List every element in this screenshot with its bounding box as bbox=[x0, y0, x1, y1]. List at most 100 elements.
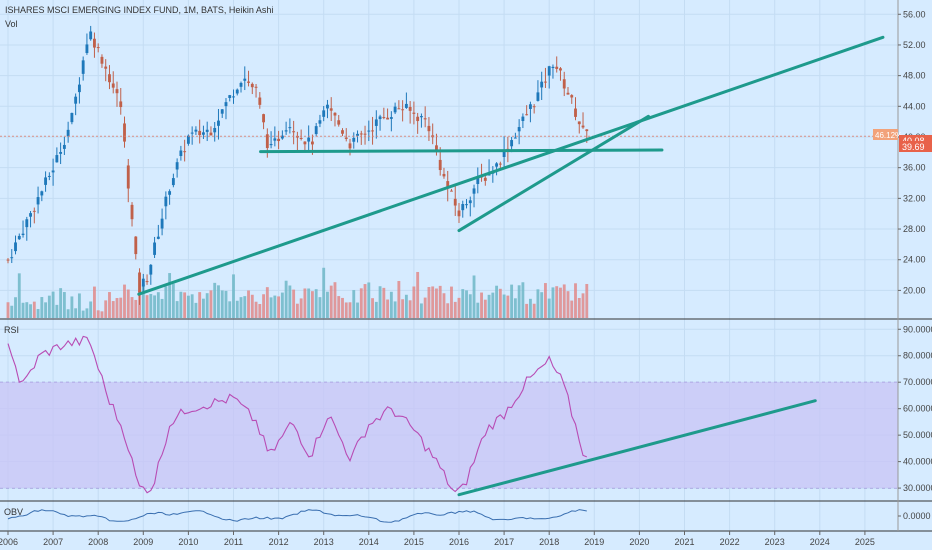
candle-body bbox=[371, 130, 374, 132]
rsi-tick-2: 50.0000 bbox=[903, 430, 932, 440]
rsi-band bbox=[0, 382, 898, 489]
volume-bar bbox=[438, 285, 442, 318]
candle-body bbox=[453, 198, 457, 206]
candle-body bbox=[502, 149, 506, 157]
volume-bar bbox=[62, 292, 66, 318]
volume-bar bbox=[371, 298, 374, 318]
volume-bar bbox=[528, 298, 532, 318]
rsi-line bbox=[7, 335, 588, 494]
volume-bar bbox=[412, 286, 416, 318]
volume-bar bbox=[427, 287, 431, 318]
volume-bar bbox=[329, 285, 333, 318]
volume-bar bbox=[265, 287, 269, 318]
volume-bar bbox=[536, 289, 540, 318]
candle-body bbox=[104, 66, 108, 69]
volume-bar bbox=[273, 295, 277, 318]
time-tick-7: 2013 bbox=[314, 537, 334, 547]
candle-body bbox=[175, 162, 179, 170]
volume-bar bbox=[202, 298, 205, 318]
price-trendline-2[interactable] bbox=[457, 114, 650, 233]
time-tick-9: 2015 bbox=[404, 537, 424, 547]
volume-bar bbox=[356, 302, 359, 318]
price-badge-0: 46.12% bbox=[875, 131, 902, 140]
volume-bar bbox=[243, 296, 247, 318]
volume-bar bbox=[581, 293, 585, 318]
candle-body bbox=[408, 106, 412, 111]
candle-body bbox=[412, 112, 416, 114]
candle-body bbox=[547, 66, 551, 76]
volume-bar bbox=[314, 289, 318, 318]
candle-body bbox=[6, 259, 10, 261]
volume-bar bbox=[288, 285, 292, 318]
volume-bar bbox=[303, 288, 307, 318]
candle-body bbox=[44, 177, 48, 185]
time-tick-12: 2018 bbox=[539, 537, 559, 547]
volume-bar bbox=[77, 293, 81, 318]
time-tick-6: 2012 bbox=[269, 537, 289, 547]
price-tick-2: 28.00 bbox=[903, 224, 926, 234]
volume-bar bbox=[40, 297, 44, 318]
volume-bar bbox=[235, 300, 239, 318]
trendlines[interactable] bbox=[137, 35, 885, 497]
candle-body bbox=[74, 96, 78, 104]
volume-bar bbox=[156, 292, 160, 318]
pane-separators bbox=[0, 0, 932, 532]
candle-body bbox=[570, 95, 574, 98]
volume-bar bbox=[559, 287, 562, 318]
candle-body bbox=[243, 78, 247, 81]
candle-body bbox=[551, 66, 555, 69]
volume-bar bbox=[32, 301, 36, 318]
volume-bar bbox=[442, 293, 446, 318]
volume-bar bbox=[183, 292, 187, 318]
price-trendline-1[interactable] bbox=[259, 148, 664, 154]
volume-bar bbox=[468, 294, 472, 318]
candle-body bbox=[393, 106, 397, 113]
candle-body bbox=[280, 135, 284, 139]
price-badges: 46.12%40.0839.69 bbox=[873, 129, 932, 152]
volume-bar bbox=[544, 283, 547, 318]
candle-body bbox=[517, 127, 521, 132]
volume-bar bbox=[344, 302, 348, 318]
volume-bar bbox=[532, 303, 536, 318]
price-trendline-0[interactable] bbox=[137, 35, 885, 296]
volume-bar bbox=[51, 291, 55, 318]
volume-bar bbox=[419, 303, 423, 318]
obv-label: OBV bbox=[4, 507, 23, 517]
volume-bar bbox=[220, 290, 224, 318]
candle-body bbox=[525, 114, 529, 116]
volume-bar bbox=[555, 286, 559, 318]
candle-body bbox=[194, 129, 198, 132]
volume-bar bbox=[495, 285, 499, 318]
candle-body bbox=[307, 137, 311, 142]
volume-bar bbox=[89, 301, 93, 318]
candle-body bbox=[81, 60, 85, 74]
volume-bar bbox=[352, 290, 356, 318]
volume-bar bbox=[81, 310, 85, 318]
candle-body bbox=[419, 116, 423, 118]
candle-body bbox=[382, 117, 386, 119]
volume-bar bbox=[194, 302, 198, 318]
candle-body bbox=[532, 106, 536, 108]
volume-bar bbox=[93, 286, 96, 318]
candle-body bbox=[25, 219, 29, 228]
candle-body bbox=[111, 83, 115, 88]
candle-body bbox=[115, 89, 119, 94]
candle-body bbox=[59, 151, 63, 154]
rsi-tick-1: 40.0000 bbox=[903, 457, 932, 467]
volume-bar bbox=[506, 295, 510, 318]
candles bbox=[6, 25, 589, 305]
rsi-trendline-0[interactable] bbox=[457, 399, 817, 497]
candle-body bbox=[36, 197, 40, 205]
candle-body bbox=[258, 97, 262, 105]
volume-bar bbox=[258, 303, 262, 318]
candle-body bbox=[521, 116, 525, 122]
candle-body bbox=[555, 66, 559, 69]
volume-bar bbox=[123, 284, 126, 318]
candle-body bbox=[461, 204, 465, 211]
candle-body bbox=[21, 233, 25, 235]
volume-bar bbox=[119, 297, 123, 318]
time-tick-16: 2022 bbox=[720, 537, 740, 547]
candle-body bbox=[273, 138, 277, 141]
candle-body bbox=[156, 236, 160, 239]
